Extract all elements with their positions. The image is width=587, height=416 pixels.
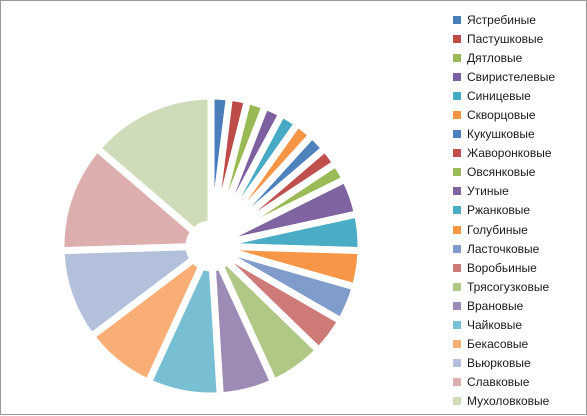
legend-label: Дятловые — [467, 50, 523, 65]
legend-item: Врановые — [453, 296, 555, 315]
legend-swatch — [453, 378, 461, 387]
legend-item: Кукушковые — [453, 125, 555, 144]
legend-label: Бекасовые — [467, 337, 529, 352]
legend-label: Воробьиные — [467, 260, 537, 275]
pie-slice — [92, 92, 215, 237]
legend-swatch — [453, 72, 461, 81]
legend-label: Врановые — [467, 298, 524, 313]
legend-item: Бекасовые — [453, 335, 555, 354]
legend-item: Скворцовые — [453, 105, 555, 124]
legend-swatch — [453, 15, 461, 24]
legend-item: Дятловые — [453, 48, 555, 67]
legend-swatch — [453, 321, 461, 330]
legend-swatch — [453, 301, 461, 310]
legend-item: Трясогузковые — [453, 277, 555, 296]
legend-item: Голубиные — [453, 220, 555, 239]
legend-swatch — [453, 340, 461, 349]
legend-label: Славковые — [467, 375, 530, 390]
legend-item: Жаворонковые — [453, 144, 555, 163]
pie-slice — [57, 243, 199, 342]
legend-label: Вьюрковые — [467, 356, 531, 371]
legend-label: Синицевые — [467, 88, 531, 103]
legend-item: Мухоловковые — [453, 392, 555, 411]
legend-swatch — [453, 149, 461, 158]
legend-item: Утиные — [453, 182, 555, 201]
legend-label: Трясогузковые — [467, 279, 550, 294]
legend-label: Мухоловковые — [467, 394, 550, 409]
legend-swatch — [453, 53, 461, 62]
legend-swatch — [453, 263, 461, 272]
legend-label: Жаворонковые — [467, 146, 552, 161]
legend-label: Пастушковые — [467, 31, 544, 46]
legend-item: Вьюрковые — [453, 354, 555, 373]
legend-swatch — [453, 282, 461, 291]
legend-item: Воробьиные — [453, 258, 555, 277]
legend-swatch — [453, 244, 461, 253]
legend-item: Свиристелевые — [453, 67, 555, 86]
legend-item: Овсянковые — [453, 163, 555, 182]
legend-label: Ласточковые — [467, 241, 540, 256]
legend-item: Ласточковые — [453, 239, 555, 258]
legend-label: Утиные — [467, 184, 509, 199]
legend-label: Овсянковые — [467, 165, 536, 180]
legend-swatch — [453, 187, 461, 196]
legend-swatch — [453, 359, 461, 368]
legend-item: Ржанковые — [453, 201, 555, 220]
legend-item: Чайковые — [453, 316, 555, 335]
legend-item: Славковые — [453, 373, 555, 392]
legend-label: Кукушковые — [467, 127, 535, 142]
legend-label: Скворцовые — [467, 108, 536, 123]
legend-swatch — [453, 91, 461, 100]
pie-slice — [86, 254, 207, 387]
legend-label: Свиристелевые — [467, 69, 556, 84]
legend-swatch — [453, 225, 461, 234]
legend: Ястребиные Пастушковые Дятловые Свиристелев… — [453, 10, 555, 411]
legend-swatch — [453, 130, 461, 139]
legend-swatch — [453, 111, 461, 120]
legend-swatch — [453, 34, 461, 43]
legend-swatch — [453, 397, 461, 406]
legend-label: Чайковые — [467, 318, 523, 333]
pie-slice — [57, 143, 200, 255]
legend-swatch — [453, 206, 461, 215]
legend-label: Ржанковые — [467, 203, 531, 218]
legend-item: Ястребиные — [453, 10, 555, 29]
legend-item: Синицевые — [453, 86, 555, 105]
pie-slice — [143, 261, 224, 400]
legend-label: Голубиные — [467, 222, 528, 237]
legend-item: Пастушковые — [453, 29, 555, 48]
legend-label: Ястребиные — [467, 12, 536, 27]
legend-swatch — [453, 168, 461, 177]
